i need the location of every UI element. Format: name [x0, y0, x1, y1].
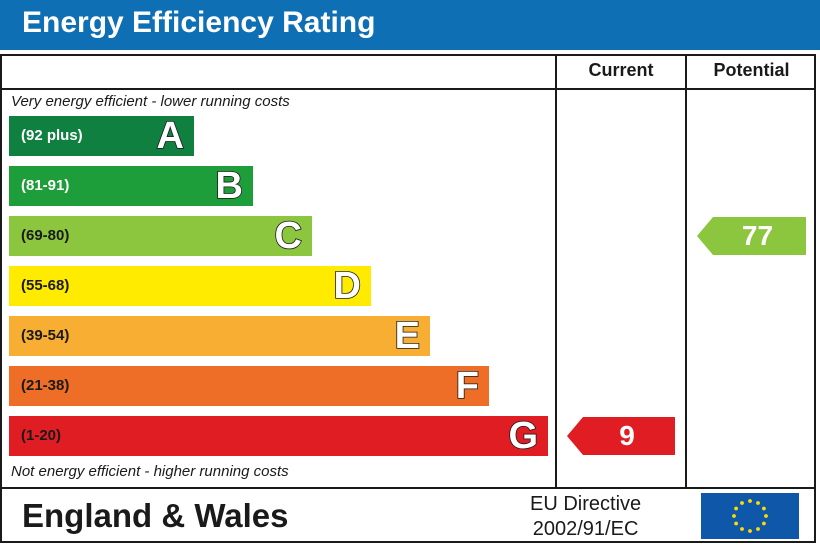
band-range-label: (21-38)	[21, 377, 70, 394]
potential-rating-arrow: 77	[697, 217, 806, 255]
region-label: England & Wales	[22, 497, 289, 534]
eu-directive-text: EU Directive 2002/91/EC	[530, 492, 641, 542]
band-g: (1-20) G	[9, 415, 548, 457]
current-rating-arrow-value: 9	[619, 420, 635, 451]
header-row-divider	[0, 88, 816, 90]
band-range-label: (1-20)	[21, 427, 62, 444]
current-column-divider	[555, 54, 557, 489]
band-range-label: (92 plus)	[21, 127, 83, 144]
band-c: (69-80) C	[9, 215, 312, 257]
band-letter: D	[333, 265, 362, 307]
eu-star-icon	[734, 521, 738, 526]
band-range-label: (55-68)	[21, 277, 70, 294]
band-letter: B	[215, 165, 244, 207]
rating-frame	[0, 54, 816, 543]
band-range-label: (69-80)	[21, 227, 70, 244]
footer-row-divider	[0, 487, 816, 489]
chart-title: Energy Efficiency Rating	[22, 6, 376, 39]
band-range-label: (39-54)	[21, 327, 70, 344]
eu-star-icon	[748, 529, 752, 533]
eu-star-icon	[732, 514, 736, 518]
current-column-header: Current	[588, 60, 654, 80]
eu-star-icon	[756, 527, 760, 531]
band-letter: E	[394, 315, 421, 357]
eu-star-icon	[764, 514, 768, 518]
band-range-label: (81-91)	[21, 177, 70, 194]
top-note: Very energy efficient - lower running co…	[11, 93, 290, 110]
band-d: (55-68) D	[9, 265, 371, 307]
band-f: (21-38) F	[9, 365, 489, 407]
band-b: (81-91) B	[9, 165, 253, 207]
bottom-note: Not energy efficient - higher running co…	[11, 463, 289, 480]
eu-directive-line2: 2002/91/EC	[532, 518, 639, 540]
eu-directive-line1: EU Directive	[530, 493, 642, 515]
eu-star-icon	[756, 501, 760, 505]
eu-star-icon	[740, 527, 744, 531]
potential-column-divider	[685, 54, 687, 489]
band-letter: G	[508, 415, 539, 457]
band-letter: C	[274, 215, 303, 257]
header-bar: Energy Efficiency Rating	[0, 0, 820, 50]
band-letter: A	[156, 115, 185, 157]
eu-star-icon	[740, 501, 744, 505]
current-rating-arrow: 9	[567, 417, 675, 455]
eu-star-icon	[762, 521, 766, 526]
eu-star-icon	[734, 506, 738, 511]
eu-flag-stars	[732, 499, 768, 533]
eu-star-icon	[748, 499, 752, 503]
potential-rating-arrow-value: 77	[741, 220, 774, 251]
eu-star-icon	[762, 506, 766, 511]
band-e: (39-54) E	[9, 315, 430, 357]
eu-flag-icon	[701, 493, 799, 539]
band-a: (92 plus) A	[9, 115, 194, 157]
band-letter: F	[455, 365, 480, 407]
potential-column-header: Potential	[713, 60, 790, 80]
